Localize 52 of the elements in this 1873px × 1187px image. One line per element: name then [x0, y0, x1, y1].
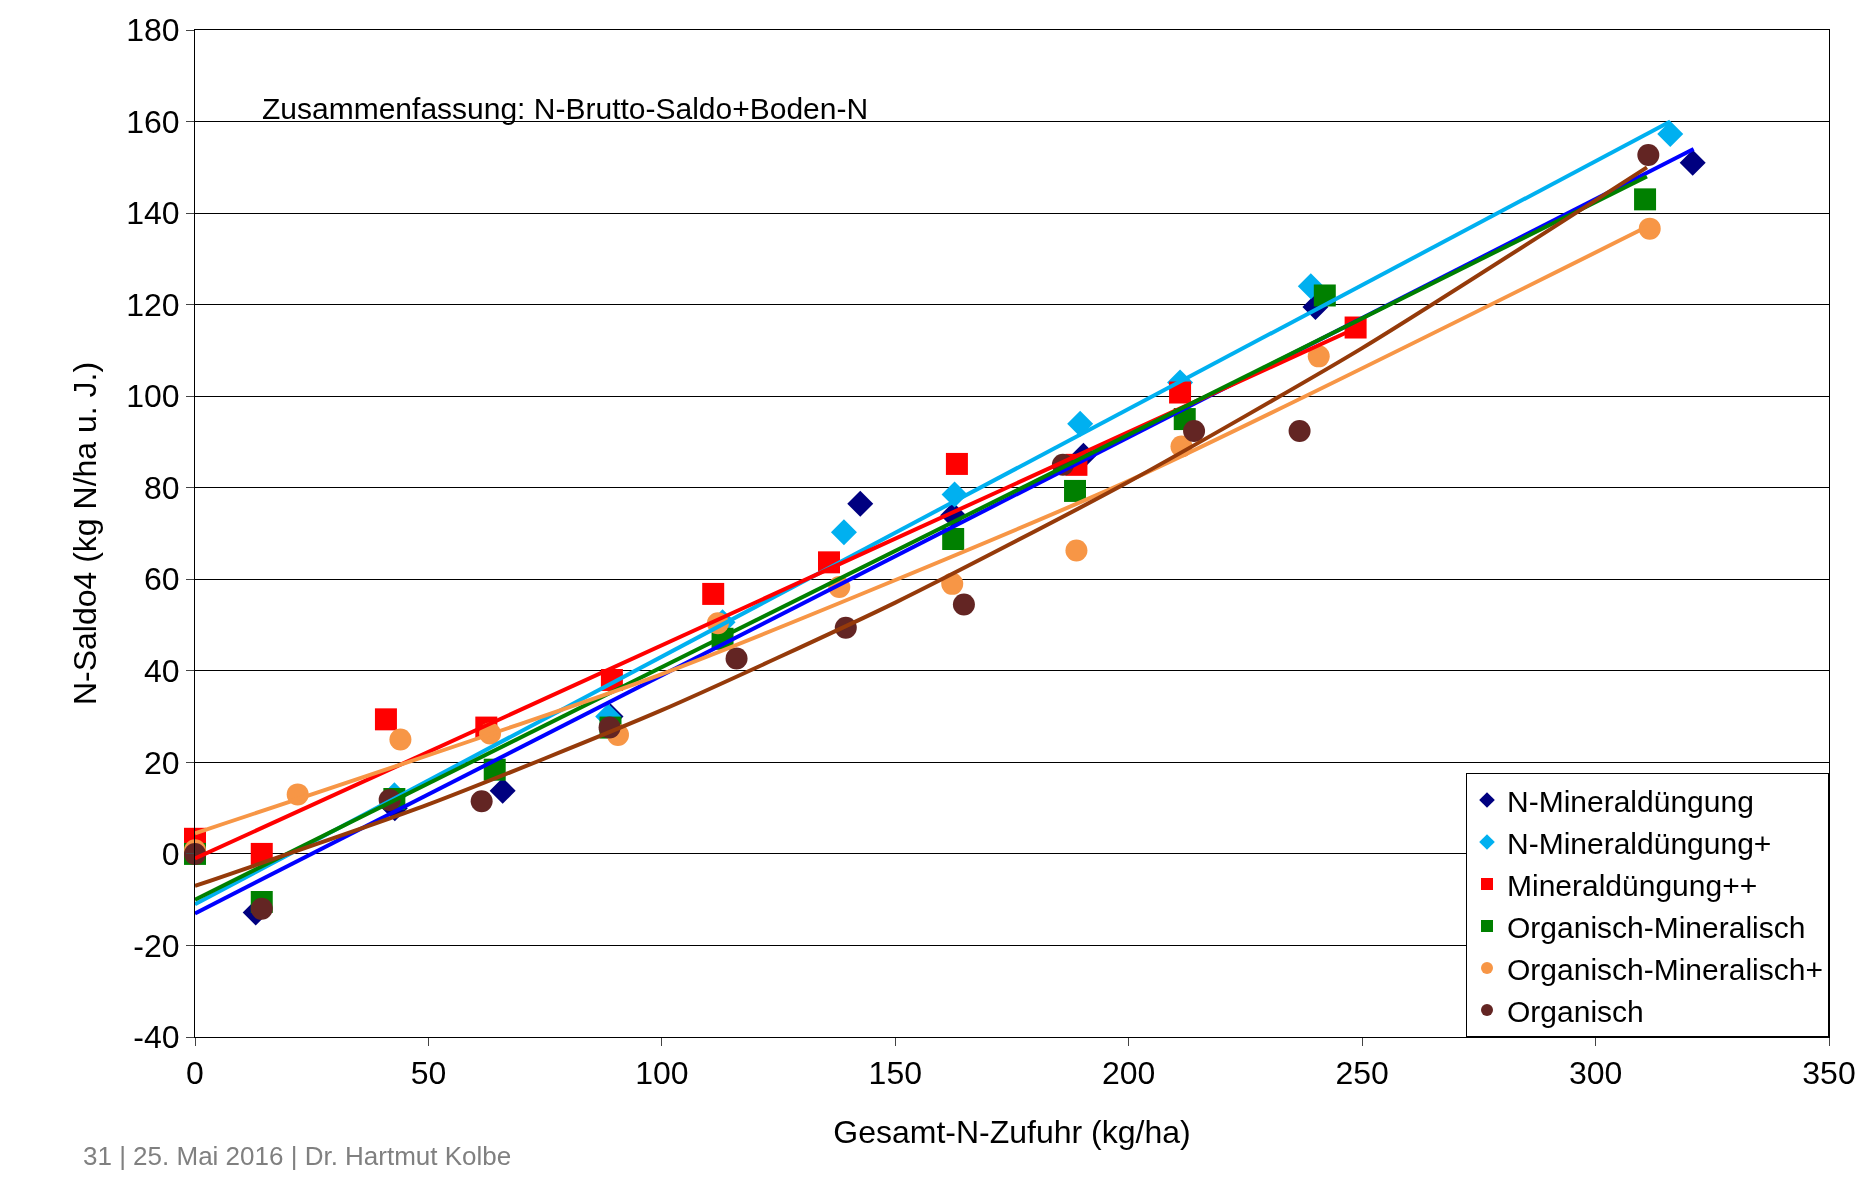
x-tick-label: 150 — [868, 1055, 922, 1092]
point — [1183, 419, 1206, 442]
y-tick-label: 20 — [144, 744, 180, 781]
point — [1065, 539, 1088, 562]
point — [250, 897, 273, 920]
point — [1634, 188, 1657, 211]
x-tick-label: 200 — [1102, 1055, 1156, 1092]
legend-label: Organisch-Mineralisch+ — [1507, 952, 1823, 986]
y-tick-label: 160 — [126, 103, 180, 140]
legend-label: Mineraldüngung++ — [1507, 868, 1758, 902]
x-tick-label: 350 — [1802, 1055, 1856, 1092]
y-tick-label: 60 — [144, 561, 180, 598]
point — [470, 790, 493, 813]
y-axis-title: N-Saldo4 (kg N/ha u. J.) — [66, 361, 103, 706]
y-tick-label: 120 — [126, 286, 180, 323]
point — [702, 582, 725, 605]
legend-label: N-Mineraldüngung — [1507, 784, 1754, 818]
y-tick-label: 0 — [161, 836, 180, 873]
point — [1067, 410, 1094, 437]
y-tick-label: 140 — [126, 195, 180, 232]
point — [847, 490, 874, 517]
legend-label: Organisch — [1507, 994, 1644, 1028]
x-tick-label: 50 — [410, 1055, 447, 1092]
point — [1307, 345, 1330, 368]
point — [1288, 419, 1311, 442]
x-tick-label: 300 — [1568, 1055, 1623, 1092]
legend-label: Organisch-Mineralisch — [1507, 910, 1806, 944]
y-tick-label: 100 — [126, 378, 180, 415]
x-tick-label: 0 — [186, 1055, 204, 1092]
x-tick-label: 100 — [635, 1055, 689, 1092]
point — [945, 452, 968, 475]
point — [1064, 479, 1087, 502]
point — [952, 593, 975, 616]
y-tick-label: 80 — [144, 469, 180, 506]
point — [374, 708, 397, 731]
text: 31 | 25. Mai 2016 | Dr. Hartmut Kolbe — [83, 1141, 512, 1171]
point — [1657, 120, 1684, 147]
x-axis-title: Gesamt-N-Zufuhr (kg/ha) — [833, 1114, 1191, 1151]
y-tick-label: -20 — [133, 927, 180, 964]
point — [830, 519, 857, 546]
point — [1638, 217, 1661, 240]
point — [1679, 149, 1706, 176]
point — [942, 527, 965, 550]
x-tick-label: 250 — [1335, 1055, 1389, 1092]
point — [1637, 143, 1660, 166]
legend-label: N-Mineraldüngung+ — [1507, 826, 1772, 860]
y-tick-label: -40 — [133, 1019, 180, 1056]
y-tick-label: 40 — [144, 653, 180, 690]
y-tick-label: 180 — [126, 12, 180, 49]
annotation: Zusammenfassung: N-Brutto-Saldo+Boden-N — [262, 92, 869, 125]
point — [389, 728, 412, 751]
point — [725, 647, 748, 670]
